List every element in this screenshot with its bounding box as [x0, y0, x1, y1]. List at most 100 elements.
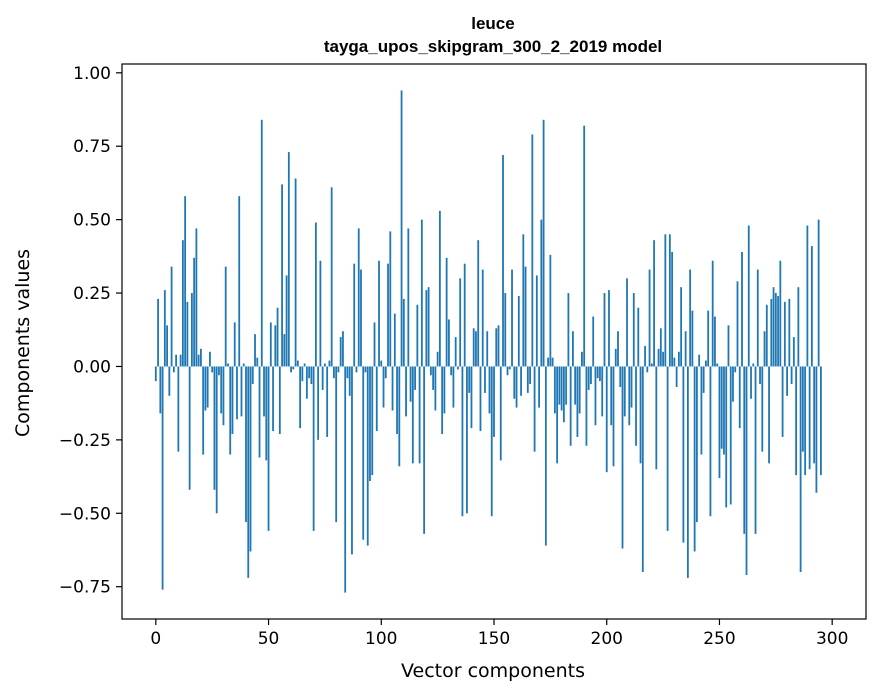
- bar: [317, 366, 320, 440]
- bar: [693, 366, 696, 552]
- bar: [763, 331, 766, 367]
- bar: [497, 325, 500, 367]
- bar: [163, 290, 166, 367]
- bar: [806, 225, 809, 367]
- bar: [641, 366, 644, 573]
- bar: [484, 366, 486, 393]
- bar: [801, 366, 804, 452]
- bar: [251, 366, 254, 385]
- bar: [477, 240, 480, 367]
- bar: [709, 366, 712, 517]
- bar: [263, 366, 265, 417]
- bar: [269, 322, 272, 367]
- bar: [229, 366, 232, 455]
- bar: [569, 366, 572, 446]
- bar: [790, 366, 793, 385]
- bar: [470, 366, 473, 429]
- bar: [267, 366, 270, 531]
- bar: [294, 178, 297, 367]
- bar: [434, 366, 437, 411]
- bar: [630, 366, 633, 408]
- bar: [810, 246, 813, 367]
- bar: [698, 354, 701, 367]
- bar: [619, 366, 622, 388]
- bar: [499, 366, 502, 461]
- bar: [486, 331, 489, 367]
- bar: [635, 366, 637, 446]
- bar: [360, 269, 362, 367]
- bar: [452, 366, 455, 408]
- bar: [287, 152, 290, 367]
- bar: [526, 366, 529, 393]
- bar: [445, 257, 448, 367]
- bar: [662, 351, 664, 367]
- bar: [337, 366, 340, 373]
- bar: [535, 275, 538, 367]
- bar: [716, 363, 719, 367]
- bar: [777, 295, 779, 367]
- bar: [310, 366, 313, 385]
- bar: [488, 366, 491, 414]
- bar: [617, 331, 619, 367]
- bar: [227, 363, 229, 367]
- bar: [296, 360, 299, 367]
- bar: [407, 228, 410, 367]
- bar: [732, 366, 734, 402]
- bar: [351, 366, 353, 555]
- bar: [396, 366, 398, 434]
- bar: [375, 366, 378, 432]
- bar: [576, 366, 579, 437]
- bar: [418, 366, 421, 464]
- bar: [788, 298, 791, 367]
- bar: [556, 366, 559, 464]
- bar: [312, 366, 315, 531]
- bar: [186, 301, 189, 367]
- bar: [463, 263, 466, 367]
- bar: [245, 366, 247, 523]
- bar: [666, 366, 669, 531]
- bar: [493, 366, 495, 437]
- bar: [364, 366, 367, 373]
- bar: [472, 328, 475, 367]
- bar: [157, 298, 159, 367]
- x-tick-label: 150: [478, 629, 510, 649]
- bar: [200, 348, 202, 367]
- bar: [215, 366, 218, 514]
- bar: [542, 119, 545, 367]
- bar: [461, 366, 464, 517]
- bar: [308, 366, 311, 379]
- bar: [448, 319, 450, 367]
- bar: [380, 360, 383, 367]
- y-tick-label: 0.75: [73, 137, 111, 157]
- bar: [342, 331, 344, 367]
- bar: [398, 366, 401, 467]
- bar: [154, 366, 157, 382]
- bar: [357, 228, 360, 367]
- bar: [677, 351, 680, 367]
- bar: [752, 363, 755, 367]
- bar: [240, 366, 243, 417]
- bar: [209, 351, 211, 367]
- bar: [283, 334, 286, 367]
- bar: [339, 337, 342, 367]
- bar: [628, 366, 631, 426]
- bar: [743, 366, 746, 534]
- bar: [761, 366, 764, 452]
- bar: [684, 331, 687, 367]
- bar: [168, 366, 171, 396]
- bar: [508, 366, 511, 370]
- bar: [562, 366, 565, 423]
- bar: [436, 351, 439, 367]
- bar: [278, 366, 281, 434]
- bar: [599, 366, 601, 382]
- y-tick-label: 0.25: [73, 284, 111, 304]
- bar: [218, 366, 220, 376]
- bar: [231, 366, 234, 434]
- bar: [612, 366, 615, 467]
- bar: [671, 251, 674, 367]
- bar: [583, 125, 586, 367]
- bar: [504, 293, 507, 367]
- bar: [384, 366, 387, 379]
- x-axis-ticks: 0 50 100 150 200 250 300: [150, 619, 848, 649]
- x-tick-label: 200: [591, 629, 623, 649]
